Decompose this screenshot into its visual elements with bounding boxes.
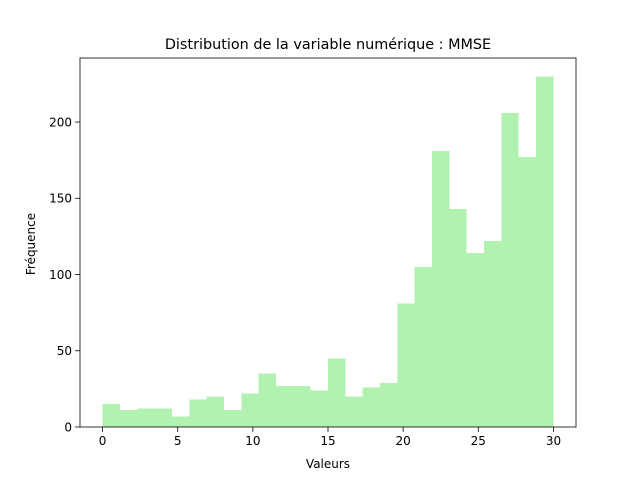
histogram-bar bbox=[536, 76, 554, 428]
histogram-bar bbox=[223, 410, 242, 427]
x-tick-label: 10 bbox=[245, 434, 260, 448]
x-tick-label: 0 bbox=[99, 434, 107, 448]
histogram-bar bbox=[241, 393, 259, 427]
histogram-bar bbox=[137, 408, 155, 427]
y-tick-label: 50 bbox=[57, 344, 72, 358]
y-axis-ticks: 0 50 100 150 200 bbox=[49, 115, 80, 434]
histogram-bar bbox=[518, 157, 537, 427]
histogram-bar bbox=[328, 358, 346, 427]
histogram-bar bbox=[189, 399, 207, 427]
y-tick-label: 100 bbox=[49, 268, 72, 282]
x-tick-label: 25 bbox=[471, 434, 486, 448]
histogram-bar bbox=[397, 303, 415, 427]
histogram-bar bbox=[362, 387, 381, 427]
x-axis-ticks: 0 5 10 15 20 25 30 bbox=[99, 427, 561, 448]
y-tick-label: 200 bbox=[49, 115, 72, 129]
x-tick-label: 5 bbox=[174, 434, 182, 448]
histogram-bar bbox=[119, 410, 138, 427]
histogram-bar bbox=[275, 385, 294, 427]
histogram-bar bbox=[206, 396, 224, 427]
histogram-bar bbox=[466, 253, 485, 427]
y-tick-label: 150 bbox=[49, 192, 72, 206]
histogram-bar bbox=[102, 404, 120, 427]
histogram-bar bbox=[258, 373, 276, 427]
histogram-bar bbox=[310, 390, 328, 427]
histogram-bar bbox=[501, 112, 519, 427]
y-tick-label: 0 bbox=[64, 420, 72, 434]
histogram-bar bbox=[380, 382, 398, 427]
x-axis-label: Valeurs bbox=[306, 457, 350, 471]
histogram-bar bbox=[154, 408, 172, 427]
histogram-bar bbox=[171, 416, 190, 427]
axes-layer: 0 5 10 15 20 25 30 0 50 100 150 200 bbox=[49, 57, 577, 448]
histogram-bar bbox=[345, 396, 363, 427]
histogram-bar bbox=[432, 151, 450, 427]
x-tick-label: 30 bbox=[546, 434, 561, 448]
histogram-bar bbox=[293, 385, 311, 427]
chart-title: Distribution de la variable numérique : … bbox=[165, 37, 491, 53]
bars-layer bbox=[102, 76, 554, 428]
histogram-bar bbox=[449, 208, 467, 427]
y-axis-label: Fréquence bbox=[24, 213, 38, 275]
histogram-bar bbox=[484, 240, 502, 427]
histogram-bar bbox=[414, 266, 433, 427]
x-tick-label: 20 bbox=[396, 434, 411, 448]
x-tick-label: 15 bbox=[320, 434, 335, 448]
